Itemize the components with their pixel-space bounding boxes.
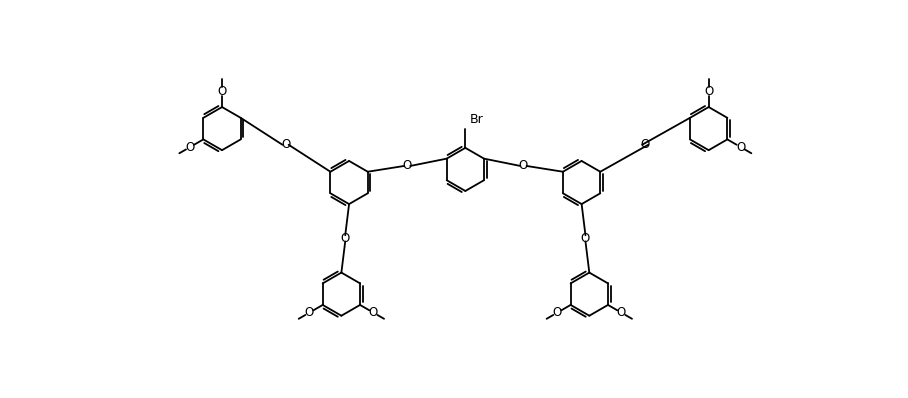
Text: O: O <box>185 140 194 154</box>
Text: O: O <box>281 138 291 151</box>
Text: O: O <box>736 140 745 154</box>
Text: O: O <box>369 306 378 319</box>
Text: O: O <box>704 85 714 98</box>
Text: O: O <box>217 85 227 98</box>
Text: O: O <box>305 306 314 319</box>
Text: Br: Br <box>470 113 484 126</box>
Text: O: O <box>640 138 650 151</box>
Text: O: O <box>581 232 590 245</box>
Text: O: O <box>340 232 350 245</box>
Text: O: O <box>518 160 528 172</box>
Text: O: O <box>617 306 626 319</box>
Text: O: O <box>553 306 562 319</box>
Text: O: O <box>402 160 412 172</box>
